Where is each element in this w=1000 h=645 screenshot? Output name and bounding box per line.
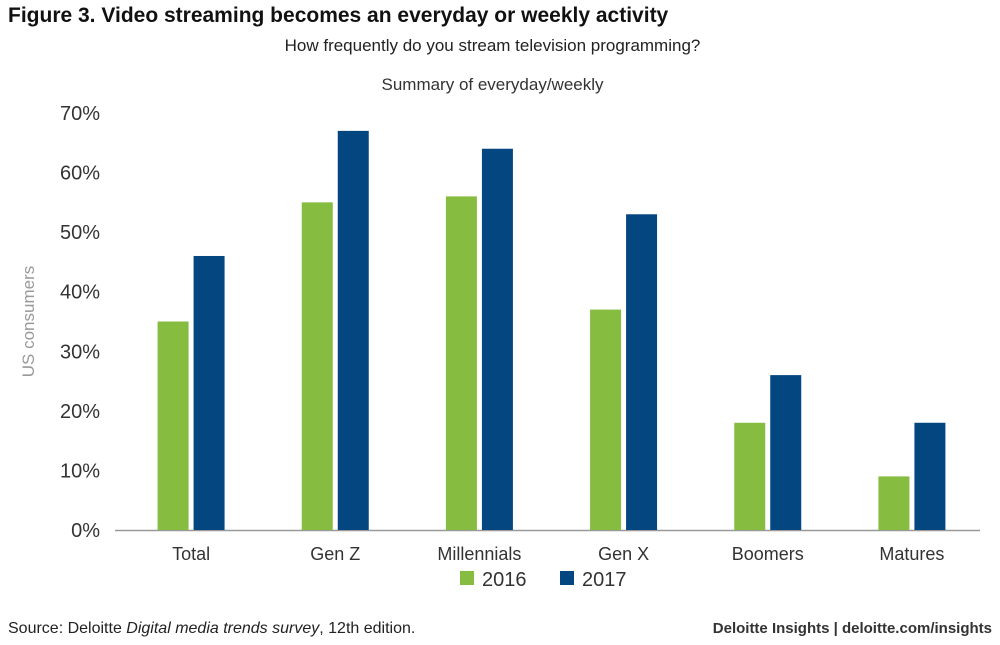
bar-2017 [626, 214, 658, 530]
y-axis-label: US consumers [19, 266, 38, 377]
source-title: Digital media trends survey [126, 620, 320, 637]
bar-2017 [193, 255, 225, 530]
y-tick-label: 10% [60, 460, 100, 482]
source-prefix: Source: Deloitte [8, 620, 127, 637]
y-tick-label: 20% [60, 401, 100, 423]
bar-chart: 0% 10% 20% 30% 40% 50% 60% 70% US consumers Total… [19, 103, 980, 591]
x-tick-label: Boomers [732, 544, 804, 564]
bar-2016 [734, 422, 766, 530]
y-tick-label: 60% [60, 163, 100, 185]
brand-credit: Deloitte Insights | deloitte.com/insight… [712, 620, 992, 637]
x-tick-label: Millennials [437, 544, 521, 564]
x-tick-label: Matures [879, 544, 944, 564]
legend-label-2017: 2017 [582, 569, 627, 591]
source-note: Source: Deloitte Digital media trends su… [8, 620, 415, 638]
y-tick-label: 0% [71, 520, 100, 542]
legend-swatch-2016 [460, 571, 474, 585]
bar-2017 [770, 375, 802, 530]
x-tick-label: Total [172, 544, 210, 564]
chart-summary-label: Summary of everyday/weekly [381, 75, 604, 94]
bar-2016 [590, 309, 622, 530]
figure-title: Figure 3. Video streaming becomes an eve… [8, 4, 669, 27]
y-tick-label: 50% [60, 222, 100, 244]
bar-2017 [481, 148, 513, 530]
bar-2016 [878, 476, 910, 530]
x-tick-label: Gen X [598, 544, 649, 564]
bar-2016 [157, 321, 189, 530]
bar-2017 [337, 130, 369, 530]
y-tick-label: 70% [60, 103, 100, 125]
chart-subtitle: How frequently do you stream television … [284, 36, 701, 55]
legend-label-2016: 2016 [482, 569, 527, 591]
legend-swatch-2017 [560, 571, 574, 585]
bar-2017 [914, 422, 946, 530]
source-suffix: , 12th edition. [319, 620, 416, 637]
bar-2016 [301, 202, 333, 530]
y-tick-label: 30% [60, 341, 100, 363]
bar-2016 [445, 196, 477, 530]
x-tick-label: Gen Z [310, 544, 360, 564]
y-tick-label: 40% [60, 282, 100, 304]
